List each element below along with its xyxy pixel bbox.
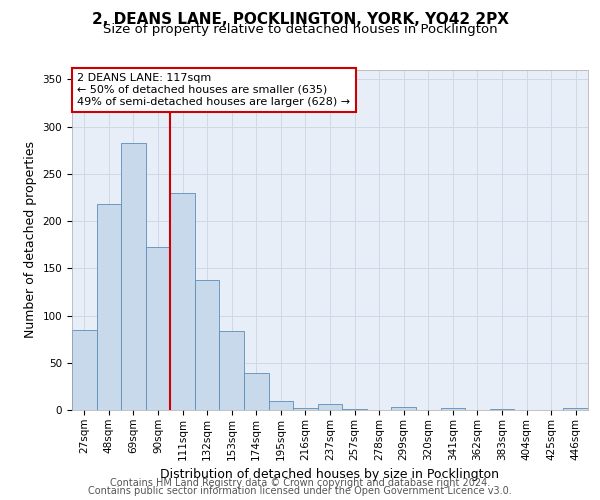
Bar xyxy=(490,409,514,410)
Bar xyxy=(170,193,195,410)
Text: Contains HM Land Registry data © Crown copyright and database right 2024.: Contains HM Land Registry data © Crown c… xyxy=(110,478,490,488)
Y-axis label: Number of detached properties: Number of detached properties xyxy=(24,142,37,338)
Bar xyxy=(97,204,121,410)
Bar xyxy=(440,408,465,410)
Bar xyxy=(293,408,318,410)
Bar xyxy=(220,330,244,410)
Text: 2, DEANS LANE, POCKLINGTON, YORK, YO42 2PX: 2, DEANS LANE, POCKLINGTON, YORK, YO42 2… xyxy=(91,12,509,28)
Text: Contains public sector information licensed under the Open Government Licence v3: Contains public sector information licen… xyxy=(88,486,512,496)
Bar xyxy=(195,280,220,410)
Text: Size of property relative to detached houses in Pocklington: Size of property relative to detached ho… xyxy=(103,24,497,36)
Bar xyxy=(244,373,269,410)
Bar xyxy=(269,400,293,410)
Bar xyxy=(342,409,367,410)
Bar xyxy=(391,407,416,410)
Bar xyxy=(563,408,588,410)
Bar xyxy=(146,246,170,410)
X-axis label: Distribution of detached houses by size in Pocklington: Distribution of detached houses by size … xyxy=(161,468,499,481)
Text: 2 DEANS LANE: 117sqm
← 50% of detached houses are smaller (635)
49% of semi-deta: 2 DEANS LANE: 117sqm ← 50% of detached h… xyxy=(77,74,350,106)
Bar xyxy=(121,142,146,410)
Bar xyxy=(72,330,97,410)
Bar xyxy=(318,404,342,410)
